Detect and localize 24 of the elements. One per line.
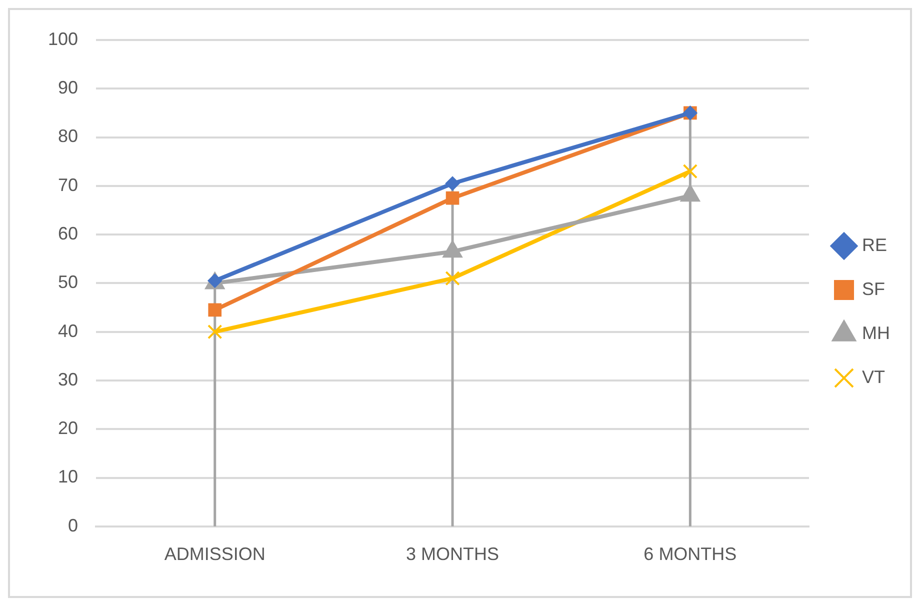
y-tick-label: 0 — [68, 515, 78, 536]
legend-label: MH — [862, 322, 890, 343]
y-tick-label: 80 — [58, 126, 78, 146]
y-tick-label: 30 — [58, 369, 78, 390]
y-tick-label: 60 — [58, 224, 78, 244]
point — [682, 164, 698, 179]
point — [446, 176, 460, 190]
y-tick-label: 50 — [58, 272, 78, 292]
x-tick-label: ADMISSION — [164, 544, 266, 564]
point — [208, 303, 222, 317]
y-tick-label: 10 — [58, 466, 78, 487]
y-tick-label: 90 — [58, 78, 78, 98]
point — [445, 270, 460, 286]
legend-label: SF — [862, 278, 886, 299]
y-tick-label: 100 — [48, 28, 78, 49]
point — [446, 191, 460, 205]
point — [208, 324, 222, 340]
legend-label: VT — [862, 366, 886, 387]
y-tick-label: 70 — [58, 174, 78, 195]
x-tick-label: 3 MONTHS — [406, 544, 500, 564]
x-tick-label: 6 MONTHS — [644, 544, 737, 564]
y-tick-label: 20 — [58, 418, 78, 438]
legend-label: RE — [862, 234, 888, 255]
y-tick-label: 40 — [58, 320, 78, 341]
